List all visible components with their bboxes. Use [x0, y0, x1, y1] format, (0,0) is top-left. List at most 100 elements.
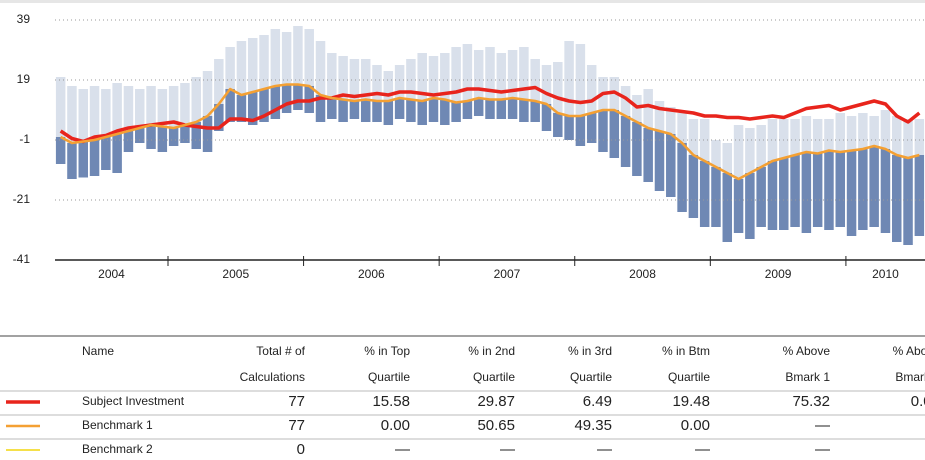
table-header: % Above [893, 344, 925, 358]
upper-range-bar [293, 26, 303, 85]
upper-range-bar [914, 119, 925, 155]
lower-range-bar [496, 99, 507, 119]
upper-range-bar [349, 59, 360, 101]
upper-range-bar [654, 101, 665, 131]
lower-range-bar [632, 122, 642, 176]
upper-range-bar [146, 86, 156, 125]
table-header: % in 3rd [568, 344, 612, 358]
upper-range-bar [790, 119, 800, 155]
lower-range-bar [903, 158, 913, 245]
upper-range-bar [733, 125, 744, 179]
upper-range-bar [168, 86, 179, 128]
upper-range-bar [202, 71, 213, 116]
table-header: Bmark 1 [785, 370, 830, 384]
lower-range-bar [767, 161, 778, 230]
upper-range-bar [711, 140, 721, 167]
upper-range-bar [801, 116, 812, 152]
table-cell: — [395, 441, 410, 458]
upper-range-bar [722, 143, 733, 173]
lower-range-bar [134, 128, 145, 143]
table-cell: — [695, 441, 710, 458]
lower-range-bar [666, 134, 676, 197]
upper-range-bar [236, 41, 247, 95]
lower-range-bar [643, 128, 653, 182]
x-tick-label: 2004 [98, 267, 125, 281]
table-cell: 0.00 [911, 393, 925, 410]
lower-range-bar [722, 173, 733, 242]
upper-range-bar [247, 38, 258, 92]
upper-range-bar [586, 65, 597, 113]
upper-range-bar [89, 86, 100, 140]
lower-range-bar [598, 110, 608, 152]
series-name: Benchmark 2 [82, 442, 153, 456]
table-cell: 49.35 [574, 417, 612, 434]
upper-range-bar [519, 47, 529, 100]
x-tick-label: 2007 [494, 267, 521, 281]
lower-range-bar [586, 113, 597, 143]
upper-range-bar [270, 29, 281, 86]
upper-range-bar [360, 59, 371, 100]
lower-range-bar [507, 98, 518, 119]
table-header: Name [82, 344, 114, 358]
lower-range-bar [383, 101, 394, 125]
lower-range-bar [315, 95, 326, 122]
upper-range-bar [699, 119, 710, 161]
top-band [0, 0, 925, 3]
lower-range-bar [869, 146, 879, 227]
y-tick-label: 19 [17, 72, 31, 86]
lower-range-bar [473, 98, 484, 116]
lower-range-bar [101, 137, 111, 170]
y-tick-label: -41 [13, 252, 31, 266]
lower-range-bar [654, 131, 665, 191]
table-header: Quartile [570, 370, 612, 384]
upper-range-bar [338, 56, 348, 100]
upper-range-bar [259, 35, 269, 89]
x-tick-label: 2010 [872, 267, 899, 281]
lower-range-bar [485, 99, 495, 119]
lower-range-bar [519, 99, 529, 122]
table-header: Quartile [473, 370, 515, 384]
upper-range-bar [846, 116, 857, 151]
upper-range-bar [417, 53, 427, 101]
upper-range-bar [869, 116, 879, 146]
upper-range-bar [473, 50, 484, 98]
lower-range-bar [846, 150, 857, 236]
lower-range-bar [259, 89, 269, 122]
upper-range-bar [880, 110, 891, 149]
upper-range-bar [327, 53, 337, 98]
table-cell: 29.87 [477, 393, 515, 410]
lower-range-bar [214, 104, 224, 131]
lower-range-bar [225, 89, 235, 122]
lower-range-bar [688, 155, 699, 218]
table-cell: 50.65 [477, 417, 515, 434]
table-header: Calculations [240, 370, 305, 384]
upper-range-bar [315, 41, 326, 95]
table-cell: 75.32 [792, 393, 830, 410]
lower-range-bar [812, 153, 823, 227]
upper-range-bar [451, 47, 461, 103]
upper-range-bar [134, 89, 145, 128]
lower-range-bar [609, 110, 620, 158]
table-cell: 0.00 [681, 417, 710, 434]
upper-range-bar [191, 77, 201, 122]
table-header: % Above [783, 344, 831, 358]
lower-range-bar [67, 143, 77, 179]
table-cell: 77 [288, 393, 305, 410]
upper-range-bar [485, 47, 495, 100]
upper-range-bar [745, 128, 755, 173]
upper-range-bar [767, 119, 778, 161]
table-cell: 0 [297, 441, 305, 458]
y-tick-label: 39 [17, 12, 31, 26]
lower-range-bar [360, 99, 371, 122]
lower-range-bar [270, 86, 281, 119]
table-cell: 15.58 [372, 393, 410, 410]
upper-range-bar [157, 89, 168, 127]
series-line [60, 83, 920, 181]
x-tick-label: 2009 [765, 267, 792, 281]
lower-range-bar [146, 125, 156, 149]
upper-range-bar [67, 86, 77, 143]
x-tick-label: 2005 [222, 267, 249, 281]
lower-range-bar [191, 122, 201, 149]
series-name: Benchmark 1 [82, 418, 153, 432]
